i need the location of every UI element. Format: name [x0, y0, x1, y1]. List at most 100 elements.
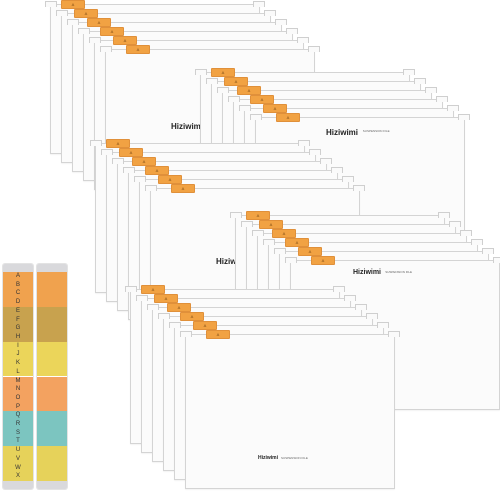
strip-letter: R [15, 421, 21, 428]
brand-subtitle: SUSPENSION FILE [385, 270, 413, 274]
index-tab: A [126, 45, 150, 54]
strip-color-segment [37, 376, 67, 412]
index-tab: A [87, 18, 111, 27]
folder-hook [436, 96, 448, 102]
strip-color-segment [37, 341, 67, 377]
folder-hook [101, 149, 113, 155]
index-tab: A [158, 175, 182, 184]
folder-hook [112, 158, 124, 164]
folder-hook [297, 37, 309, 43]
index-tab: A [171, 184, 195, 193]
folder-hook [388, 331, 400, 337]
strip-color-segment [3, 341, 33, 377]
index-tab: A [259, 220, 283, 229]
strip-letter: G [15, 325, 21, 332]
folder-hook [217, 87, 229, 93]
folder-hook [403, 69, 415, 75]
index-tab: A [100, 27, 124, 36]
folder-hook [230, 212, 242, 218]
index-tab: A [211, 68, 235, 77]
folder-hook [285, 257, 297, 263]
strip-cap [37, 481, 67, 489]
strip-cap [37, 264, 67, 272]
strip-cap [3, 264, 33, 272]
strip-letter: J [16, 351, 20, 358]
brand-logo: Hiziwimi [258, 455, 279, 461]
strip-letter: U [15, 447, 21, 454]
strip-letter: E [15, 307, 20, 314]
index-tab: A [74, 9, 98, 18]
strip-letter: T [16, 438, 20, 445]
folder-hook [56, 10, 68, 16]
strip-letter: L [16, 368, 20, 375]
folder-hook [308, 46, 320, 52]
strip-cap [3, 481, 33, 489]
folder-hook [366, 313, 378, 319]
folder-hook [123, 167, 135, 173]
folder-hook [78, 28, 90, 34]
folder-hook [286, 28, 298, 34]
index-tab: A [132, 157, 156, 166]
folder-hook [136, 295, 148, 301]
index-tab: A [154, 294, 178, 303]
folder-hook [169, 322, 181, 328]
label-strip-blank [37, 264, 67, 489]
folder-hook [482, 248, 494, 254]
index-tab: A [167, 303, 191, 312]
strip-letter: S [15, 429, 20, 436]
index-tab: A [224, 77, 248, 86]
index-tab: A [272, 229, 296, 238]
strip-color-segment [3, 272, 33, 307]
folder-hook [353, 185, 365, 191]
strip-color-segment [37, 411, 67, 447]
strip-letter: M [15, 377, 21, 384]
index-tab: A [246, 211, 270, 220]
strip-letter: N [15, 386, 21, 393]
folder-hook [425, 87, 437, 93]
folder-hook [206, 78, 218, 84]
index-tab: A [193, 321, 217, 330]
strip-color-segment [37, 272, 67, 307]
folder-hook [414, 78, 426, 84]
folder-hook [309, 149, 321, 155]
folder-hook [45, 1, 57, 7]
brand-logo: Hiziwimi [216, 257, 249, 266]
strip-color-segment [3, 306, 33, 342]
folder-hook [355, 304, 367, 310]
strip-letter: O [15, 394, 21, 401]
folder-hook [333, 286, 345, 292]
folder-hook [493, 257, 500, 263]
index-tab: A [141, 285, 165, 294]
index-tab: A [311, 256, 335, 265]
index-tab: A [206, 330, 230, 339]
folder-hook [449, 221, 461, 227]
folder-hook [275, 19, 287, 25]
folder-hook [458, 114, 470, 120]
index-tab: A [285, 238, 309, 247]
index-tab: A [237, 86, 261, 95]
strip-color-segment [3, 376, 33, 412]
index-tab: A [250, 95, 274, 104]
strip-color-segment [37, 446, 67, 481]
index-tab: A [61, 0, 85, 9]
index-tab: A [276, 113, 300, 122]
folder-hook [89, 37, 101, 43]
strip-letter: P [15, 403, 20, 410]
brand-subtitle: SUSPENSION FILE [362, 129, 390, 133]
index-tab: A [113, 36, 137, 45]
folder-hook [263, 239, 275, 245]
folder-hook [90, 140, 102, 146]
brand-logo: Hiziwimi [353, 269, 382, 276]
strip-letter: H [15, 333, 21, 340]
brand-logo: Hiziwimi [326, 128, 359, 137]
folder-hook [264, 10, 276, 16]
strip-letter: W [15, 464, 21, 471]
index-tab: A [145, 166, 169, 175]
folder-hook [298, 140, 310, 146]
folder-hook [147, 304, 159, 310]
folder-hook [100, 46, 112, 52]
folder-hook [438, 212, 450, 218]
folder-hook [195, 69, 207, 75]
folder-hook [239, 105, 251, 111]
